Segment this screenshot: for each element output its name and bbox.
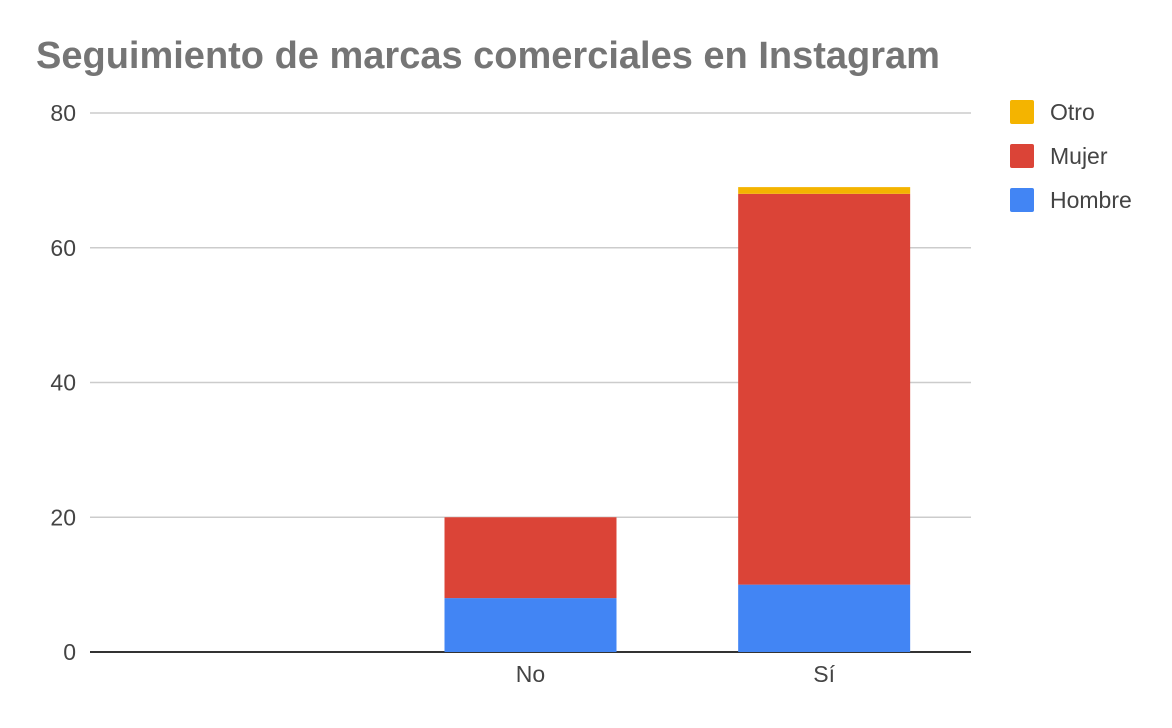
chart-title: Seguimiento de marcas comerciales en Ins… xyxy=(36,35,940,77)
bar-segment-otro-s xyxy=(738,187,911,194)
bar-segment-hombre-s xyxy=(738,584,911,652)
legend-label-otro: Otro xyxy=(1050,99,1095,125)
legend-swatch-otro xyxy=(1010,100,1034,124)
legend-swatch-mujer xyxy=(1010,144,1034,168)
x-tick-label: No xyxy=(516,661,545,687)
y-tick-label: 80 xyxy=(50,100,76,126)
bar-segment-hombre-no xyxy=(444,598,617,652)
x-axis-labels: No Sí xyxy=(516,661,836,687)
bars xyxy=(444,187,911,652)
bar-segment-mujer-no xyxy=(444,517,617,599)
legend: Otro Mujer Hombre xyxy=(1010,99,1132,213)
y-tick-label: 0 xyxy=(63,639,76,665)
legend-label-mujer: Mujer xyxy=(1050,143,1108,169)
legend-swatch-hombre xyxy=(1010,188,1034,212)
y-tick-label: 40 xyxy=(50,370,76,396)
x-tick-label: Sí xyxy=(813,661,835,687)
y-tick-label: 20 xyxy=(50,504,76,530)
legend-label-hombre: Hombre xyxy=(1050,187,1132,213)
y-axis-ticks: 0 20 40 60 80 xyxy=(50,100,76,665)
y-tick-label: 60 xyxy=(50,235,76,261)
bar-segment-mujer-s xyxy=(738,193,911,585)
